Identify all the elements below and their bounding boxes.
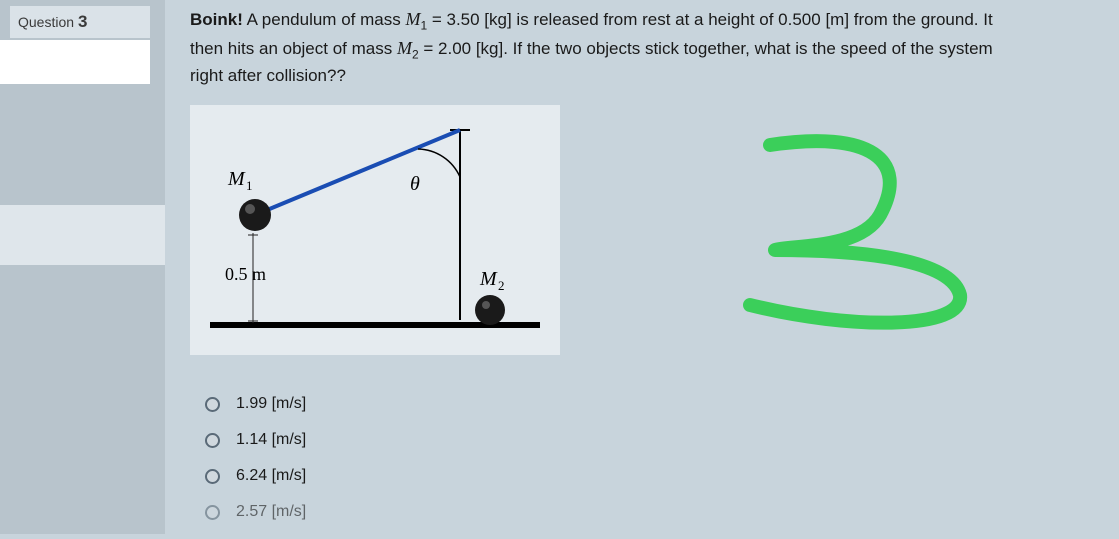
option-2[interactable]: 1.14 [m/s] bbox=[205, 431, 306, 449]
sidebar-patch bbox=[0, 40, 150, 84]
prompt-lead: Boink! bbox=[190, 10, 243, 29]
svg-text:2: 2 bbox=[498, 278, 505, 293]
question-sidebar: Question 3 bbox=[0, 0, 165, 534]
radio-icon[interactable] bbox=[205, 469, 220, 484]
sidebar-patch-2 bbox=[0, 205, 165, 265]
radio-icon[interactable] bbox=[205, 433, 220, 448]
handwritten-annotation bbox=[720, 120, 1040, 355]
question-number: 3 bbox=[78, 12, 87, 31]
svg-text:0.5 m: 0.5 m bbox=[225, 264, 266, 284]
svg-text:M: M bbox=[227, 168, 246, 190]
svg-text:θ: θ bbox=[410, 173, 420, 195]
radio-icon[interactable] bbox=[205, 505, 220, 520]
option-1[interactable]: 1.99 [m/s] bbox=[205, 395, 306, 413]
svg-text:1: 1 bbox=[246, 178, 253, 193]
question-content: Boink! A pendulum of mass M1 = 3.50 [kg]… bbox=[190, 6, 1110, 88]
option-3[interactable]: 6.24 [m/s] bbox=[205, 467, 306, 485]
answer-options: 1.99 [m/s] 1.14 [m/s] 6.24 [m/s] 2.57 [m… bbox=[205, 395, 306, 539]
pendulum-diagram: M 1 θ 0.5 m M 2 bbox=[190, 105, 560, 355]
question-prompt: Boink! A pendulum of mass M1 = 3.50 [kg]… bbox=[190, 6, 1110, 88]
radio-icon[interactable] bbox=[205, 397, 220, 412]
option-4[interactable]: 2.57 [m/s] bbox=[205, 503, 306, 521]
option-label: 2.57 [m/s] bbox=[236, 503, 306, 521]
option-label: 6.24 [m/s] bbox=[236, 467, 306, 485]
question-label: Question 3 bbox=[10, 6, 150, 38]
option-label: 1.99 [m/s] bbox=[236, 395, 306, 413]
svg-text:M: M bbox=[479, 268, 498, 290]
option-label: 1.14 [m/s] bbox=[236, 431, 306, 449]
question-word: Question bbox=[18, 14, 74, 30]
